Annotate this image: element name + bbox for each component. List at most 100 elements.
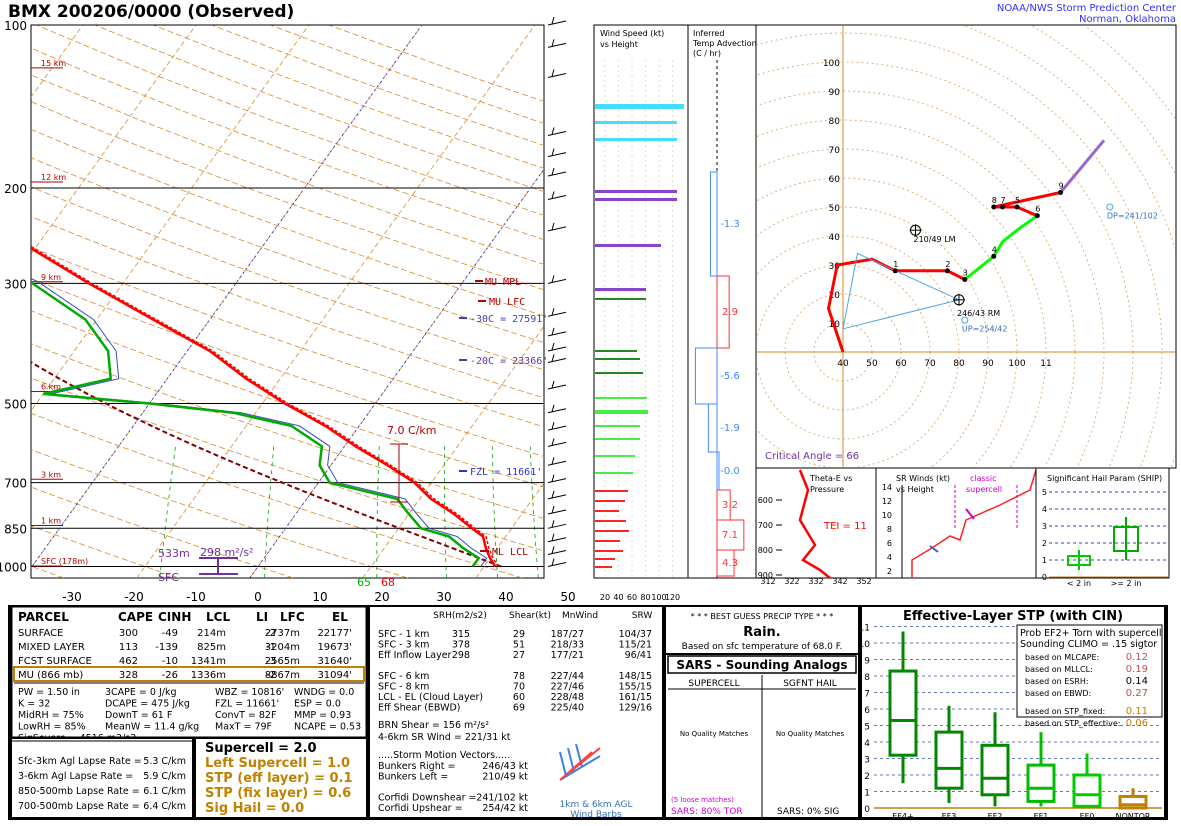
stp-box: [1026, 763, 1056, 803]
wind-speed-bar: [595, 350, 637, 352]
parcel-cell: -2: [266, 670, 276, 681]
wind-barbs: [547, 16, 567, 568]
sars-col-hail: SGFNT HAIL: [783, 679, 837, 689]
thermo-param: 3CAPE = 0 J/kg: [105, 687, 177, 698]
wind-barb: [547, 226, 567, 232]
parcel-cell: 328: [119, 670, 138, 681]
lapse-label: Sfc-3km Agl Lapse Rate =: [18, 756, 142, 767]
hodo-y-tick: 20: [829, 291, 841, 301]
temp-advection-panel: Inferred Temp Advection (C / hr) -1.3 2.9…: [687, 24, 757, 579]
parcel-cell: MU (866 mb): [18, 670, 83, 681]
org-line1: NOAA/NWS Storm Prediction Center: [997, 3, 1177, 14]
wind-speed-bar: [595, 121, 677, 124]
lapse-label: 850-500mb Lapse Rate =: [18, 786, 140, 797]
stp-y-tick: 1: [864, 789, 870, 799]
thermo-param: ConvT = 82F: [215, 710, 276, 721]
hodo-x-tick: 40: [837, 359, 849, 369]
hodo-height-mark: 7: [1001, 196, 1006, 205]
temp-advection-value: 4.3: [722, 558, 738, 569]
theta-e-y-tick: 700: [758, 521, 773, 530]
barb-legend-icon: [559, 743, 601, 781]
thermo-param: NCAPE = 0.53: [294, 722, 361, 733]
wind-speed-bar: [595, 566, 612, 568]
parcel-cell: 22177': [317, 628, 352, 639]
thermo-param: LowRH = 85%: [18, 722, 86, 733]
sars-nomatch-1: No Quality Matches: [680, 730, 749, 738]
wind-speed-bar: [595, 198, 677, 201]
stp-legend-title1: Prob EF2+ Torn with supercell: [1020, 628, 1161, 639]
height-tick: SFC (178m): [41, 557, 88, 566]
wind-barb: [547, 358, 567, 363]
barb-legend-label1: 1km & 6km AGL: [560, 800, 633, 810]
stp-y-tick: 10: [859, 640, 871, 650]
stp-box: [888, 669, 918, 757]
temperature-tick: -20: [124, 590, 144, 604]
temp-advection-value: -1.9: [720, 423, 740, 434]
wind-speed-bar: [595, 540, 620, 542]
parcel-cell: 3204m: [265, 642, 300, 653]
hodo-motion-label: 210/49 LM: [914, 235, 956, 244]
sr-winds-panel: SR Winds (kt) vs Height classic supercel…: [875, 467, 1037, 579]
hodo-x-tick: 90: [982, 359, 994, 369]
kinematics-cell: 378: [452, 640, 470, 651]
wind-barb: [547, 278, 567, 284]
ship-category: >= 2 in: [1111, 579, 1142, 588]
hodograph: 1009080706050403020102030405060708090100…: [757, 26, 1175, 467]
stp-y-tick: 4: [864, 739, 870, 749]
wind-barb: [547, 311, 567, 317]
ship-title: Significant Hail Param (SHIP): [1047, 474, 1162, 483]
thermo-param: DCAPE = 475 J/kg: [105, 699, 190, 710]
sars-title: SARS - Sounding Analogs: [676, 658, 847, 672]
kinematics-cell: 29: [513, 629, 525, 640]
ship-panel: Significant Hail Param (SHIP) 5 4 3 2 1 0 < 2 …: [1035, 467, 1170, 588]
parcel-cell: 1341m: [191, 656, 226, 667]
temp-advection-value: -5.6: [720, 371, 740, 382]
thermo-param: MeanW = 11.4 g/kg: [105, 722, 199, 733]
storm-motion-label: Bunkers Left =: [378, 772, 448, 783]
kinematics-cell: 161/15: [619, 692, 652, 703]
kinematics-cell: 129/16: [619, 703, 652, 714]
wind-speed-bar: [595, 358, 640, 360]
parcel-header: EL: [332, 610, 348, 624]
hodo-height-mark: 4: [992, 245, 997, 254]
hodo-y-tick: 70: [829, 146, 841, 156]
sr-winds-y-tick: 10: [882, 511, 892, 520]
temperature-tick: 40: [498, 590, 513, 604]
stp-category: EF3: [942, 812, 957, 821]
sars-sig: SARS: 0% SIG: [777, 807, 839, 817]
lapse-value: 5.9 C/km: [143, 771, 186, 782]
parcel-cell: SURFACE: [18, 628, 63, 639]
parcel-cell: -10: [162, 656, 178, 667]
lapse-value: 6.4 C/km: [143, 801, 186, 812]
thermo-param: PW = 1.50 in: [18, 687, 80, 698]
sfc-label: SFC: [158, 571, 179, 584]
hodo-height-mark: 8: [992, 196, 997, 205]
kinematics-cell: 227/44: [551, 671, 584, 682]
kinematics-cell: 96/41: [625, 650, 652, 661]
storm-motion-value: 210/49 kt: [482, 772, 528, 783]
storm-motion-title: .....Storm Motion Vectors.....: [378, 750, 510, 761]
sr-winds-y-tick: 2: [887, 567, 892, 576]
stp-box: [1118, 794, 1148, 810]
hodo-height-mark: 3: [963, 269, 968, 278]
kinematics-cell: 228/48: [551, 692, 584, 703]
theta-e-y-tick: 600: [758, 496, 773, 505]
pressure-tick: 700: [4, 477, 27, 491]
parcel-cell: 1336m: [191, 670, 226, 681]
tei-label: TEI = 11: [823, 521, 867, 532]
precip-note: Based on sfc temperature of 68.0 F.: [682, 642, 843, 652]
stp-y-tick: 6: [864, 706, 870, 716]
hodo-y-tick: 100: [823, 59, 840, 69]
parcel-trace: [31, 360, 502, 568]
wind-barb: [547, 171, 567, 177]
stp-category: EF0: [1080, 812, 1095, 821]
pressure-tick: 200: [4, 182, 27, 196]
hodo-y-tick: 80: [829, 117, 841, 127]
parcel-cell: 2737m: [265, 628, 300, 639]
brn-shear: BRN Shear = 156 m²/s²: [378, 720, 489, 731]
parcel-cell: 31640': [317, 656, 352, 667]
parcel-header: LCL: [206, 610, 230, 624]
wind-speed-bar: [595, 550, 623, 552]
thermo-param: ESP = 0.0: [294, 699, 341, 710]
